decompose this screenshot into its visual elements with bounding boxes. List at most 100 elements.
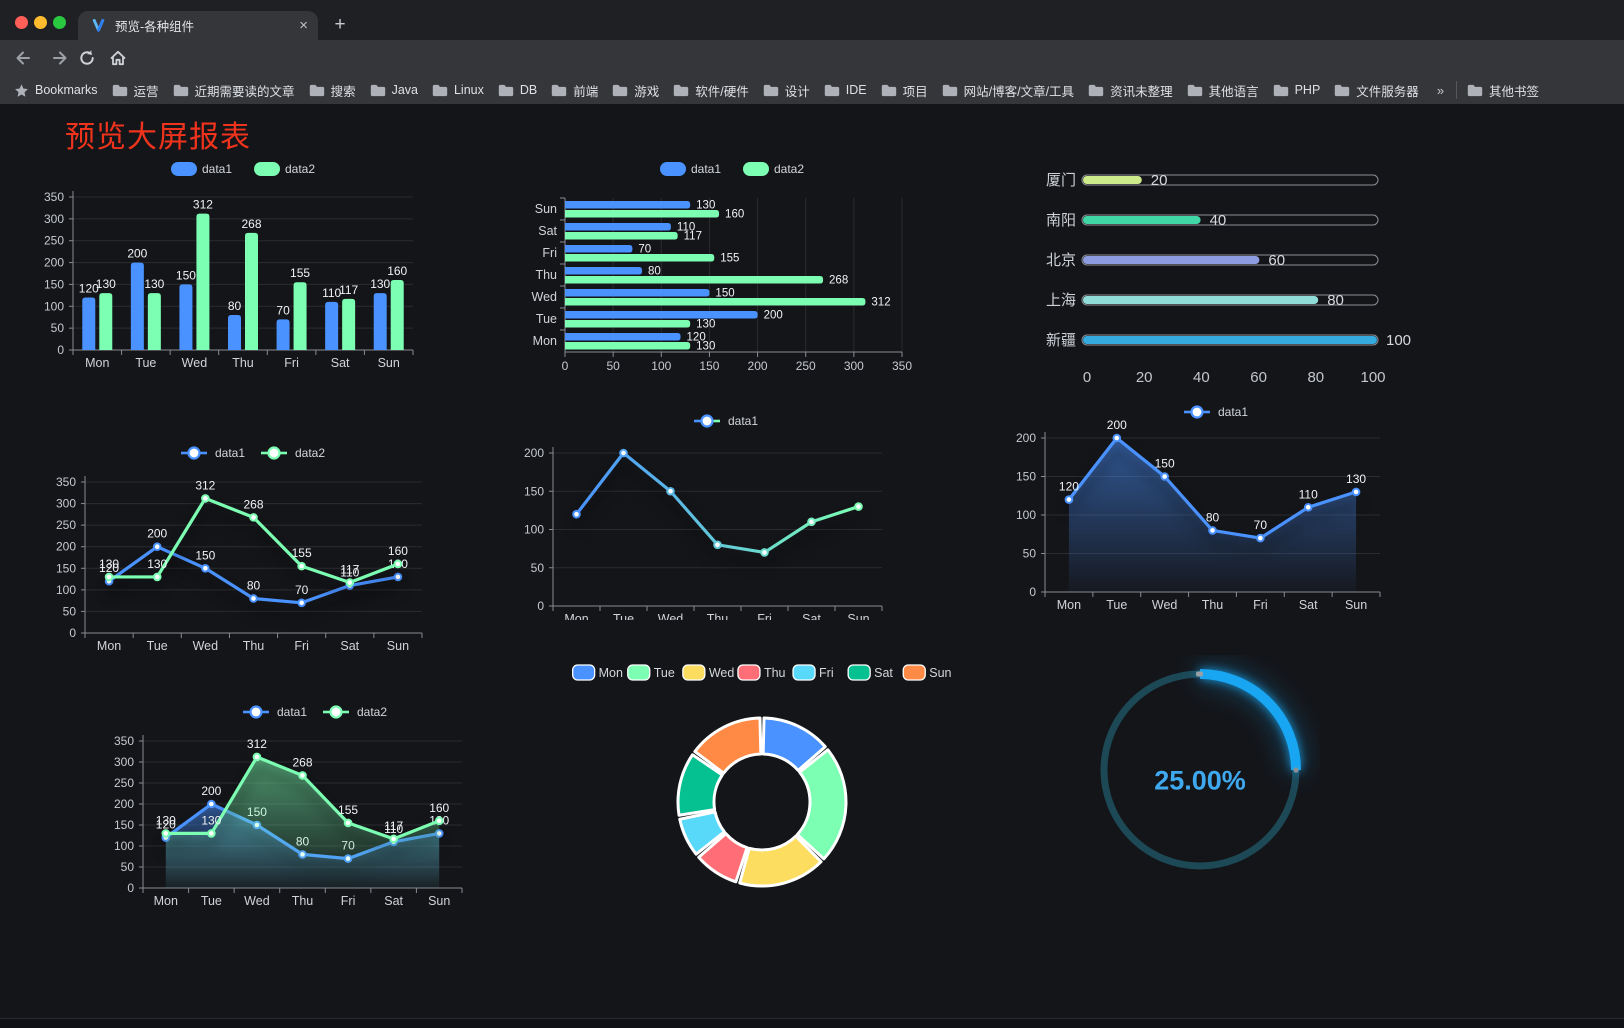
svg-text:Thu: Thu: [764, 666, 786, 680]
chart-area-blue[interactable]: data1 0 50 100 150 200 Mon Tue Wed Thu Fri Sat Sun 12…: [1000, 398, 1400, 613]
forward-button[interactable]: [49, 47, 71, 69]
folder-icon: [1088, 84, 1104, 96]
svg-text:110: 110: [384, 822, 403, 836]
bookmark-folder[interactable]: 文件服务器: [1334, 81, 1419, 100]
chart-line-gradient[interactable]: data1 0 50 100 150 200 Mon Tue Wed Thu Fri Sat Sun: [520, 405, 920, 626]
chart-area-two-series[interactable]: data1 data2 0 50 100 150 200 250 300 350 Mon Tue Wed…: [105, 700, 505, 915]
chart-grouped-hbar[interactable]: data1 data2 0 50 100 150 200 250 300 350 Sun 130 160…: [505, 150, 925, 375]
chart-gauge-progress[interactable]: 25.00%: [1090, 655, 1320, 890]
bookmark-folder[interactable]: 运营: [112, 81, 159, 100]
svg-text:Fri: Fri: [542, 246, 557, 260]
chart-grouped-bar[interactable]: data1 data2 0 50 100 150 200 250 300 350 Mon 120 130…: [40, 150, 470, 375]
svg-text:Sat: Sat: [384, 894, 403, 908]
svg-text:200: 200: [147, 527, 167, 541]
chart-donut-pie[interactable]: Mon Tue Wed Thu Fri Sat Sun: [560, 658, 970, 898]
bookmark-folder[interactable]: 游戏: [612, 81, 659, 100]
chart-line-two-series[interactable]: data1 data2 0 50 100 150 200 250 300 350 Mon Tue Wed…: [45, 440, 465, 660]
other-bookmarks-folder[interactable]: 其他书签: [1467, 81, 1539, 100]
bookmark-folder[interactable]: 设计: [763, 81, 810, 100]
svg-text:100: 100: [1016, 508, 1036, 522]
bookmark-folder[interactable]: 其他语言: [1187, 81, 1259, 100]
folder-icon: [881, 84, 896, 96]
bookmarks-overflow-chevron[interactable]: »: [1436, 82, 1445, 98]
svg-text:Fri: Fri: [341, 894, 356, 908]
bookmarks-root[interactable]: Bookmarks: [14, 83, 98, 98]
chart-city-progress[interactable]: 厦门 20 南阳 40 北京 60 上海 80 新疆 100 0 20 40 60 80 100: [985, 155, 1415, 395]
svg-text:Wed: Wed: [709, 666, 735, 680]
svg-text:110: 110: [677, 222, 695, 234]
window-minimize-button[interactable]: [34, 16, 47, 29]
site-favicon-icon: [92, 18, 105, 32]
bookmark-folder[interactable]: 资讯未整理: [1088, 81, 1173, 100]
svg-text:150: 150: [114, 818, 134, 832]
svg-text:268: 268: [241, 217, 261, 231]
svg-text:80: 80: [1327, 292, 1344, 309]
svg-text:200: 200: [748, 359, 768, 373]
svg-text:80: 80: [247, 578, 261, 592]
svg-text:Tue: Tue: [201, 894, 222, 908]
home-button[interactable]: [107, 47, 129, 69]
svg-text:Sun: Sun: [378, 356, 400, 370]
svg-text:200: 200: [201, 784, 221, 798]
svg-text:data2: data2: [774, 162, 804, 176]
svg-text:data1: data1: [277, 705, 307, 719]
svg-text:160: 160: [387, 264, 407, 278]
svg-text:110: 110: [1299, 487, 1318, 501]
folder-icon: [309, 84, 324, 96]
window-close-button[interactable]: [15, 16, 28, 29]
svg-text:0: 0: [562, 359, 569, 373]
svg-text:160: 160: [388, 544, 408, 558]
svg-text:data2: data2: [357, 705, 387, 719]
bookmarks-bar: Bookmarks 运营 近期需要读的文章 搜索 Java Linux DB 前端 游戏 软件/…: [0, 76, 1624, 105]
svg-text:312: 312: [195, 478, 215, 492]
svg-text:150: 150: [44, 277, 64, 291]
svg-text:Tue: Tue: [135, 356, 156, 370]
window-maximize-button[interactable]: [53, 16, 66, 29]
new-tab-button[interactable]: +: [334, 14, 346, 35]
svg-text:130: 130: [96, 277, 116, 291]
svg-text:0: 0: [57, 343, 64, 357]
bookmark-folder[interactable]: 前端: [551, 81, 598, 100]
svg-text:130: 130: [696, 200, 715, 212]
svg-text:Wed: Wed: [532, 290, 558, 304]
reload-button[interactable]: [76, 47, 98, 69]
bookmark-folder[interactable]: PHP: [1273, 83, 1320, 97]
svg-text:268: 268: [292, 755, 312, 769]
back-button[interactable]: [12, 47, 34, 69]
svg-text:350: 350: [56, 475, 76, 489]
svg-text:300: 300: [114, 755, 134, 769]
bookmark-folder[interactable]: DB: [498, 83, 537, 97]
bookmark-folder[interactable]: 项目: [881, 81, 928, 100]
svg-text:130: 130: [147, 557, 167, 571]
tab-close-icon[interactable]: ×: [299, 17, 308, 34]
bookmark-folder[interactable]: Java: [370, 83, 418, 97]
svg-text:Mon: Mon: [599, 666, 623, 680]
svg-text:130: 130: [201, 813, 221, 827]
svg-text:Sun: Sun: [1345, 598, 1367, 612]
svg-text:data1: data1: [1218, 405, 1248, 419]
svg-text:250: 250: [56, 518, 76, 532]
bookmarks-divider: [1456, 81, 1458, 99]
svg-text:data2: data2: [285, 162, 315, 176]
bookmark-folder[interactable]: Linux: [432, 83, 484, 97]
svg-text:25.00%: 25.00%: [1154, 765, 1246, 795]
svg-text:50: 50: [606, 359, 620, 373]
bookmark-folder[interactable]: 搜索: [309, 81, 356, 100]
svg-text:70: 70: [638, 244, 651, 256]
svg-text:Wed: Wed: [658, 612, 684, 620]
bookmark-folder[interactable]: IDE: [824, 83, 867, 97]
bookmark-folder[interactable]: 软件/硬件: [673, 81, 749, 100]
svg-text:Wed: Wed: [182, 356, 208, 370]
svg-text:100: 100: [651, 359, 671, 373]
svg-text:Wed: Wed: [1152, 598, 1178, 612]
svg-text:50: 50: [531, 561, 545, 575]
svg-text:130: 130: [1346, 472, 1366, 486]
svg-text:Mon: Mon: [154, 894, 178, 908]
browser-tab[interactable]: 预览-各种组件 ×: [78, 11, 318, 40]
bookmark-folder[interactable]: 网站/博客/文章/工具: [942, 81, 1074, 100]
folder-icon: [674, 84, 689, 96]
svg-text:data1: data1: [202, 162, 232, 176]
folder-icon: [824, 84, 839, 96]
svg-text:100: 100: [524, 523, 544, 537]
bookmark-folder[interactable]: 近期需要读的文章: [173, 81, 295, 100]
